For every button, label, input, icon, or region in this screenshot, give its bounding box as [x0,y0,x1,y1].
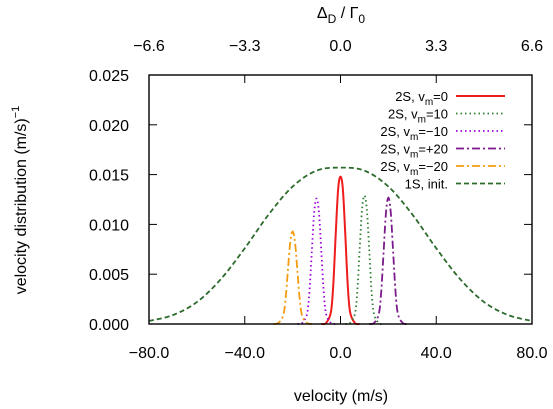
x-tick-label: 40.0 [421,345,452,362]
x-tick-label: −80.0 [129,345,170,362]
y-axis-label: velocity distribution (m/s)−1 [10,106,30,295]
series-line-3 [369,196,408,325]
series-line-2 [297,197,336,325]
legend-label-2: 2S, vm=−10 [380,124,448,143]
legend-label-1: 2S, vm=10 [388,107,448,126]
top-tick-label: 3.3 [425,38,447,55]
legend-label-4: 2S, vm=−20 [380,159,448,178]
y-tick-label: 0.010 [89,217,129,234]
legend-label-3: 2S, vm=+20 [380,142,448,161]
legend-label-5: 1S, init. [405,177,448,192]
y-tick-label: 0.005 [89,267,129,284]
top-axis-label: ΔD / Γ0 [317,5,366,26]
x-tick-label: 80.0 [516,345,547,362]
top-tick-label: 0.0 [329,38,351,55]
series-line-5 [148,166,533,322]
x-axis-label: velocity (m/s) [294,388,388,405]
x-tick-label: 0.0 [329,345,351,362]
y-tick-label: 0.015 [89,168,129,185]
top-tick-label: 6.6 [521,38,543,55]
series-line-0 [321,175,360,326]
series-line-4 [273,230,312,325]
top-tick-label: −3.3 [229,38,261,55]
top-tick-label: −6.6 [133,38,165,55]
x-tick-label: −40.0 [225,345,266,362]
plot-frame [148,74,533,325]
y-tick-label: 0.025 [89,68,129,85]
legend-label-0: 2S, vm=0 [395,89,448,108]
data-series [148,166,533,326]
y-tick-label: 0.000 [89,317,129,334]
series-line-1 [345,194,384,325]
axis-ticks: −80.0 −40.0 0.0 40.0 80.0 −6.6 −3.3 0.0 3.3 6.6 0.… [89,38,548,362]
y-tick-label: 0.020 [89,118,129,135]
